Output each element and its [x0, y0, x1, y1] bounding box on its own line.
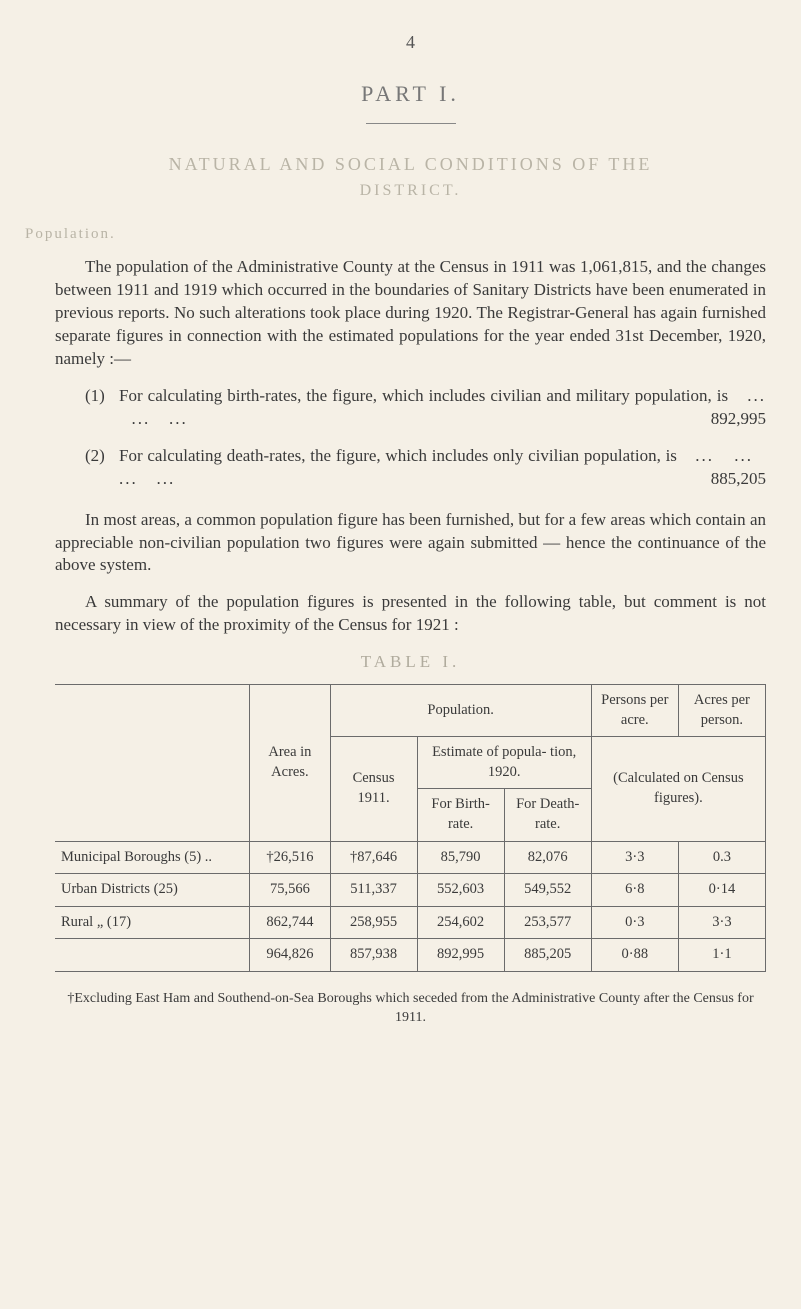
population-table: Area in Acres. Population. Persons per a…: [55, 684, 766, 972]
cell: 862,744: [250, 906, 330, 939]
row-label: Municipal Boroughs (5) ..: [55, 841, 250, 874]
table-row: Rural „ (17) 862,744 258,955 254,602 253…: [55, 906, 766, 939]
cell: 3·3: [678, 906, 765, 939]
list-item-text: For calculating birth-rates, the figure,…: [119, 385, 766, 431]
th-death: For Death- rate.: [504, 789, 591, 841]
enumerated-list: (1) For calculating birth-rates, the fig…: [85, 385, 766, 491]
list-item: (1) For calculating birth-rates, the fig…: [85, 385, 766, 431]
row-label: [55, 939, 250, 972]
cell: †87,646: [330, 841, 417, 874]
cell: 857,938: [330, 939, 417, 972]
section-heading-line2: DISTRICT.: [55, 180, 766, 202]
cell: 0·3: [591, 906, 678, 939]
th-birth: For Birth- rate.: [417, 789, 504, 841]
th-blank: [55, 685, 250, 841]
paragraph-2: In most areas, a common population figur…: [55, 509, 766, 578]
cell: 85,790: [417, 841, 504, 874]
paragraph-1: The population of the Administrative Cou…: [55, 256, 766, 371]
cell: 3·3: [591, 841, 678, 874]
page-number: 4: [55, 30, 766, 54]
cell: 0.3: [678, 841, 765, 874]
section-heading-line1: NATURAL AND SOCIAL CONDITIONS OF THE: [55, 152, 766, 176]
cell: 258,955: [330, 906, 417, 939]
list-item-body: For calculating death-rates, the figure,…: [119, 446, 677, 465]
title-rule: [366, 123, 456, 124]
row-label: Urban Districts (25): [55, 874, 250, 907]
list-item-body: For calculating birth-rates, the figure,…: [119, 386, 728, 405]
paragraph-3: A summary of the population figures is p…: [55, 591, 766, 637]
cell: 552,603: [417, 874, 504, 907]
cell: 253,577: [504, 906, 591, 939]
list-item-number: (2): [85, 445, 119, 491]
part-title: PART I.: [55, 79, 766, 109]
cell: 0·14: [678, 874, 765, 907]
cell: 82,076: [504, 841, 591, 874]
cell: 1·1: [678, 939, 765, 972]
th-persons: Persons per acre.: [591, 685, 678, 737]
cell: 549,552: [504, 874, 591, 907]
cell: 0·88: [591, 939, 678, 972]
cell: 964,826: [250, 939, 330, 972]
cell: 885,205: [504, 939, 591, 972]
th-census: Census 1911.: [330, 737, 417, 841]
list-item-value: 892,995: [701, 408, 766, 431]
cell: 254,602: [417, 906, 504, 939]
list-item-number: (1): [85, 385, 119, 431]
list-item-value: 885,205: [701, 468, 766, 491]
cell: 892,995: [417, 939, 504, 972]
row-label: Rural „ (17): [55, 906, 250, 939]
cell: 75,566: [250, 874, 330, 907]
th-population: Population.: [330, 685, 591, 737]
table-row: Urban Districts (25) 75,566 511,337 552,…: [55, 874, 766, 907]
margin-label-population: Population.: [25, 224, 766, 244]
th-estimate: Estimate of popula- tion, 1920.: [417, 737, 591, 789]
cell: †26,516: [250, 841, 330, 874]
cell: 6·8: [591, 874, 678, 907]
list-item: (2) For calculating death-rates, the fig…: [85, 445, 766, 491]
table-total-row: 964,826 857,938 892,995 885,205 0·88 1·1: [55, 939, 766, 972]
th-calc-note: (Calculated on Census figures).: [591, 737, 765, 841]
th-area: Area in Acres.: [250, 685, 330, 841]
table-footnote: †Excluding East Ham and Southend-on-Sea …: [55, 990, 766, 1028]
th-acres: Acres per person.: [678, 685, 765, 737]
list-item-text: For calculating death-rates, the figure,…: [119, 445, 766, 491]
cell: 511,337: [330, 874, 417, 907]
table-title: TABLE I.: [55, 651, 766, 674]
table-row: Municipal Boroughs (5) .. †26,516 †87,64…: [55, 841, 766, 874]
